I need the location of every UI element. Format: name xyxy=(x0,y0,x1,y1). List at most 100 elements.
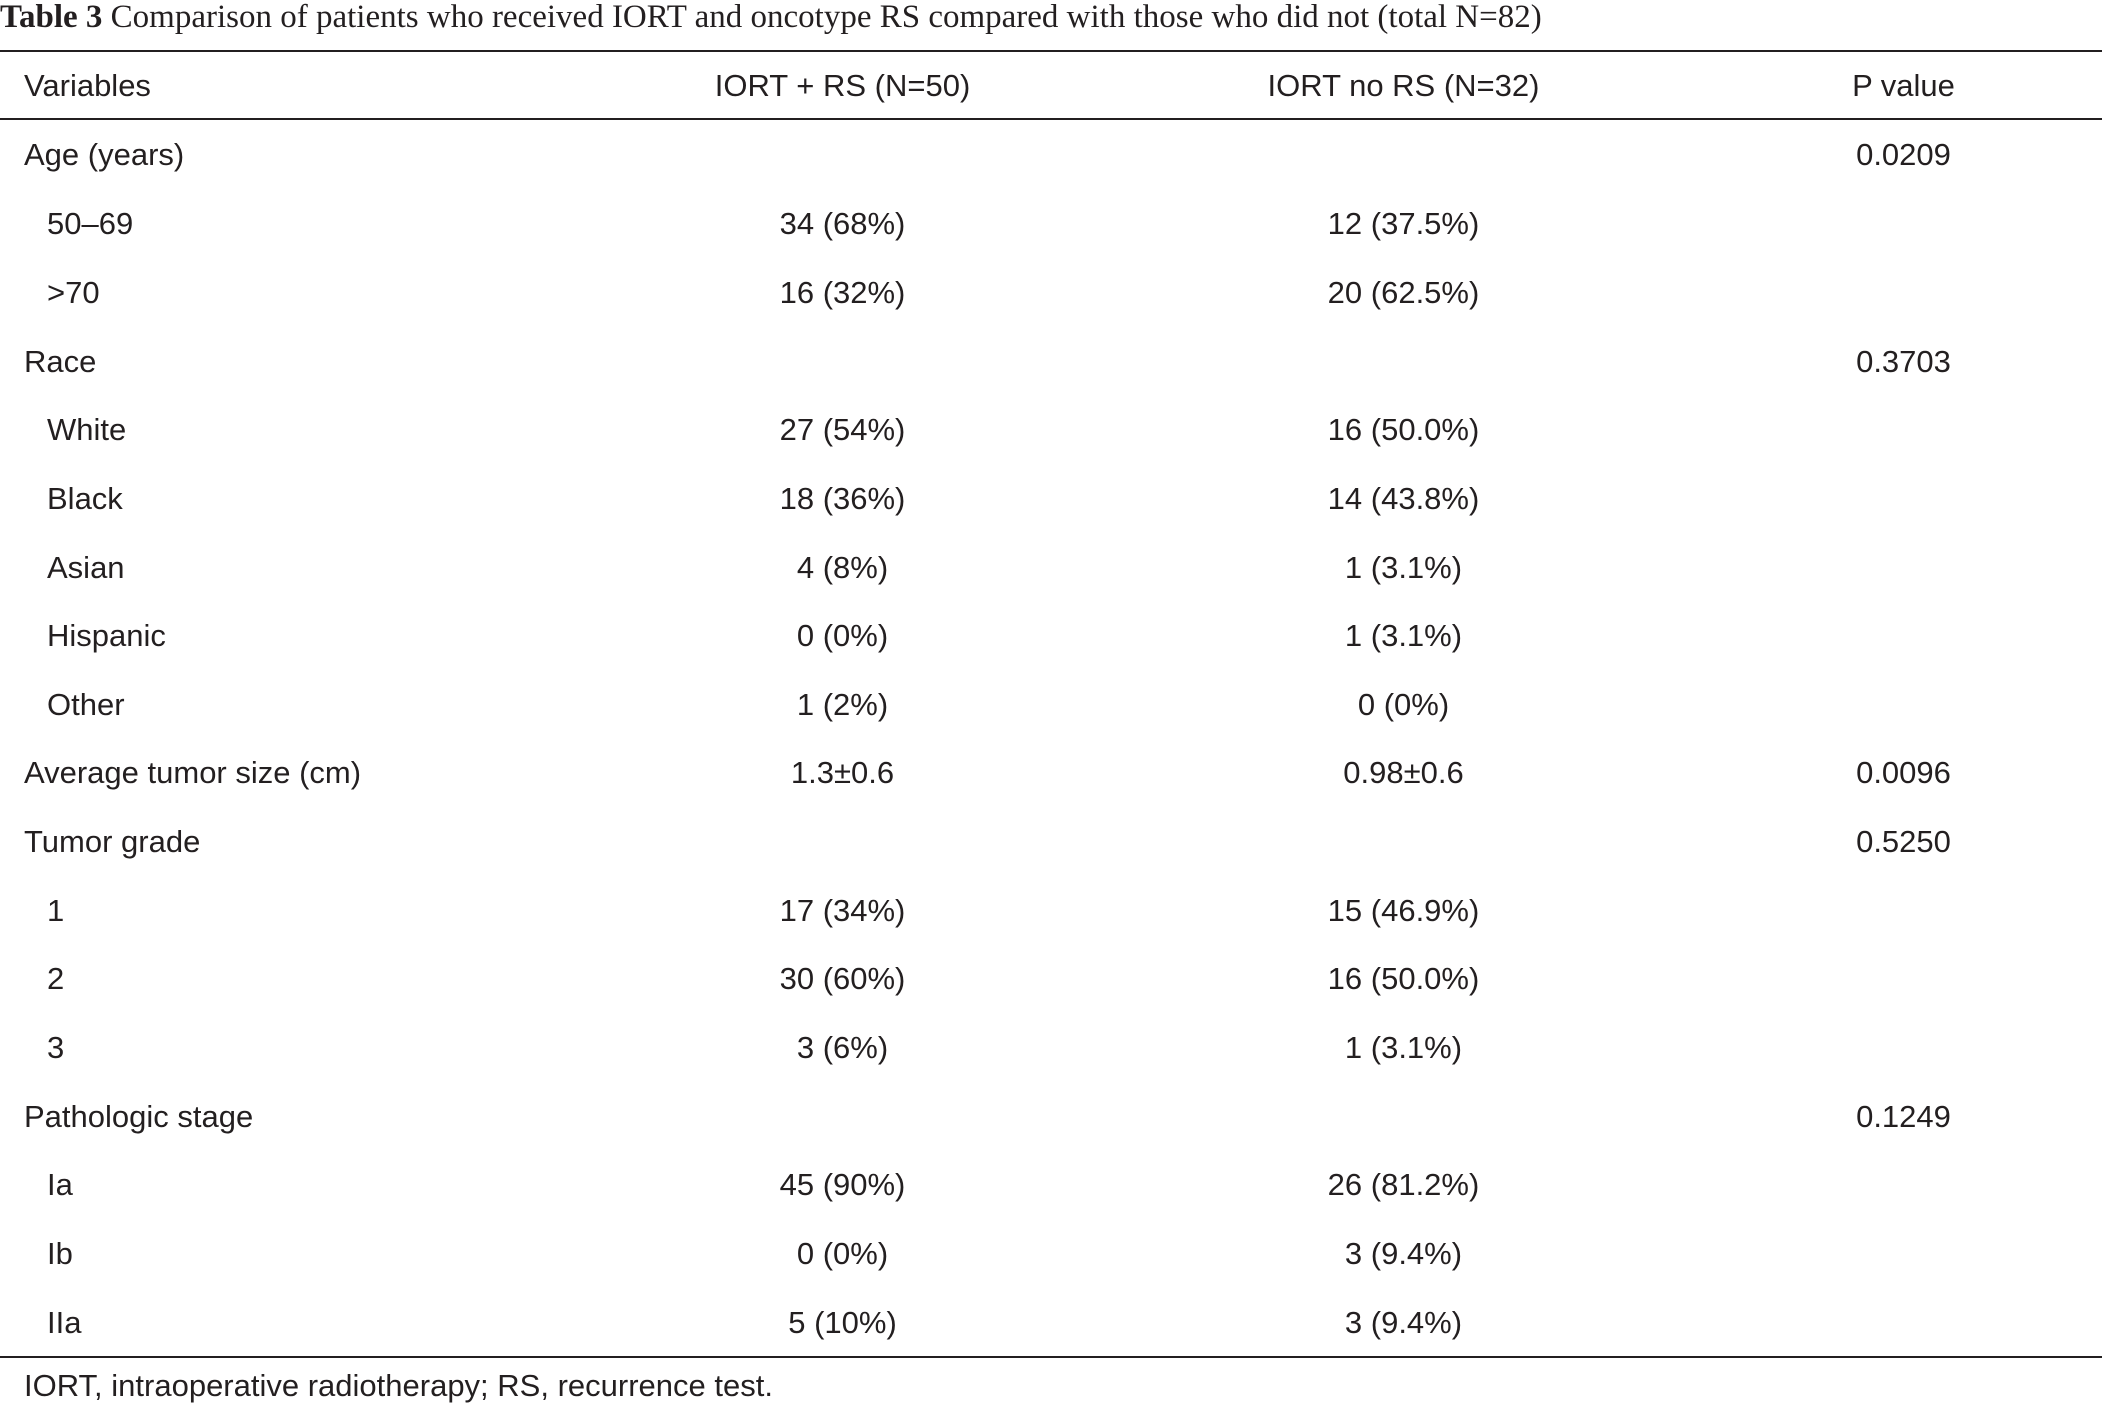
row-iort-no-rs: 1 (3.1%) xyxy=(1344,549,1463,585)
table-row: Race 0.3703 xyxy=(0,327,2102,396)
row-iort-no-rs: 1 (3.1%) xyxy=(1344,1030,1463,1065)
top-rule xyxy=(0,50,2102,52)
table-caption: Table 3 Comparison of patients who recei… xyxy=(0,0,2102,40)
row-variable: Asian xyxy=(47,549,125,585)
row-iort-rs xyxy=(645,808,1090,877)
row-variable: White xyxy=(47,412,127,448)
row-iort-rs: 0 (0%) xyxy=(796,1235,889,1271)
row-p-value xyxy=(1755,1288,2102,1357)
row-variable: 50–69 xyxy=(47,206,134,242)
row-iort-no-rs: 20 (62.5%) xyxy=(1327,274,1480,310)
row-iort-no-rs xyxy=(1090,808,1755,877)
row-iort-no-rs: 3 (9.4%) xyxy=(1344,1235,1463,1271)
row-iort-rs: 3 (6%) xyxy=(796,1030,889,1065)
row-p-value xyxy=(1755,465,2102,534)
row-iort-no-rs: 0 (0%) xyxy=(1357,686,1450,722)
table-header-row: Variables IORT + RS (N=50) IORT no RS (N… xyxy=(0,52,2102,120)
row-p-value xyxy=(1755,1014,2102,1083)
table-row: 50–69 34 (68%) 12 (37.5%) xyxy=(0,190,2102,259)
table-row: Other 1 (2%) 0 (0%) xyxy=(0,670,2102,739)
row-p-value xyxy=(1755,396,2102,465)
row-iort-rs: 34 (68%) xyxy=(779,206,906,242)
row-iort-rs: 4 (8%) xyxy=(796,549,889,585)
table-row: Ia 45 (90%) 26 (81.2%) xyxy=(0,1151,2102,1220)
row-variable: 2 xyxy=(47,961,65,997)
table-footnote: IORT, intraoperative radiotherapy; RS, r… xyxy=(24,1368,773,1403)
header-rule xyxy=(0,118,2102,120)
row-iort-no-rs: 12 (37.5%) xyxy=(1327,206,1480,242)
row-p-value xyxy=(1755,190,2102,259)
row-iort-no-rs: 16 (50.0%) xyxy=(1327,412,1480,448)
row-variable: 1 xyxy=(47,892,65,928)
table-row: 3 3 (6%) 1 (3.1%) xyxy=(0,1014,2102,1083)
row-p-value xyxy=(1755,533,2102,602)
row-p-value xyxy=(1755,1220,2102,1289)
table-label: Table 3 xyxy=(0,0,103,35)
table-row: Pathologic stage 0.1249 xyxy=(0,1082,2102,1151)
header-variables: Variables xyxy=(24,68,151,103)
row-p-value xyxy=(1755,670,2102,739)
row-iort-no-rs: 1 (3.1%) xyxy=(1344,618,1463,654)
row-iort-no-rs: 16 (50.0%) xyxy=(1327,961,1480,997)
table-row: Tumor grade 0.5250 xyxy=(0,808,2102,877)
row-iort-no-rs xyxy=(1090,1082,1755,1151)
row-p-value xyxy=(1755,259,2102,328)
row-variable: Average tumor size (cm) xyxy=(24,755,362,791)
row-variable: Tumor grade xyxy=(24,824,201,860)
row-variable: Black xyxy=(47,480,123,516)
header-p-value: P value xyxy=(1852,68,1955,103)
row-iort-no-rs: 15 (46.9%) xyxy=(1327,892,1480,928)
table-row: 1 17 (34%) 15 (46.9%) xyxy=(0,876,2102,945)
row-p-value xyxy=(1755,945,2102,1014)
table-row: Black 18 (36%) 14 (43.8%) xyxy=(0,465,2102,534)
row-p-value xyxy=(1755,602,2102,671)
bottom-rule xyxy=(0,1356,2102,1358)
row-iort-rs xyxy=(645,120,1090,190)
row-variable: Age (years) xyxy=(24,137,185,172)
row-iort-rs: 5 (10%) xyxy=(788,1304,897,1340)
row-iort-rs: 1 (2%) xyxy=(796,686,889,722)
row-p-value: 0.5250 xyxy=(1856,824,1951,860)
row-variable: Ib xyxy=(47,1235,73,1271)
row-variable: >70 xyxy=(47,274,100,310)
row-p-value: 0.3703 xyxy=(1856,343,1951,379)
table-row: Ib 0 (0%) 3 (9.4%) xyxy=(0,1220,2102,1289)
row-iort-rs xyxy=(645,327,1090,396)
row-iort-no-rs xyxy=(1090,327,1755,396)
table-row: Asian 4 (8%) 1 (3.1%) xyxy=(0,533,2102,602)
row-iort-rs xyxy=(645,1082,1090,1151)
row-variable: Ia xyxy=(47,1167,73,1203)
table-row: White 27 (54%) 16 (50.0%) xyxy=(0,396,2102,465)
row-variable: 3 xyxy=(47,1030,65,1065)
row-iort-rs: 1.3±0.6 xyxy=(790,755,895,791)
row-iort-rs: 27 (54%) xyxy=(779,412,906,448)
row-iort-no-rs: 0.98±0.6 xyxy=(1343,755,1464,791)
table-row: Age (years) 0.0209 xyxy=(0,120,2102,190)
row-iort-no-rs: 26 (81.2%) xyxy=(1327,1167,1480,1203)
table-row: Average tumor size (cm) 1.3±0.6 0.98±0.6… xyxy=(0,739,2102,808)
row-variable: Pathologic stage xyxy=(24,1098,254,1134)
row-p-value: 0.0096 xyxy=(1856,755,1951,791)
comparison-table: Variables IORT + RS (N=50) IORT no RS (N… xyxy=(0,52,2102,1357)
table-row: >70 16 (32%) 20 (62.5%) xyxy=(0,259,2102,328)
row-iort-no-rs: 14 (43.8%) xyxy=(1327,480,1480,516)
row-iort-rs: 16 (32%) xyxy=(779,274,906,310)
row-iort-rs: 0 (0%) xyxy=(796,618,889,654)
header-iort-no-rs: IORT no RS (N=32) xyxy=(1267,68,1540,103)
row-iort-rs: 45 (90%) xyxy=(779,1167,906,1203)
header-iort-rs: IORT + RS (N=50) xyxy=(714,68,971,103)
table-caption-text: Comparison of patients who received IORT… xyxy=(110,0,1542,35)
row-p-value xyxy=(1755,1151,2102,1220)
row-iort-no-rs xyxy=(1090,120,1755,190)
row-variable: IIa xyxy=(47,1304,82,1340)
table-row: IIa 5 (10%) 3 (9.4%) xyxy=(0,1288,2102,1357)
row-iort-no-rs: 3 (9.4%) xyxy=(1344,1304,1463,1340)
row-p-value: 0.0209 xyxy=(1856,137,1951,172)
row-variable: Race xyxy=(24,343,97,379)
row-iort-rs: 18 (36%) xyxy=(779,480,906,516)
row-p-value: 0.1249 xyxy=(1856,1098,1951,1134)
row-iort-rs: 17 (34%) xyxy=(779,892,906,928)
row-iort-rs: 30 (60%) xyxy=(779,961,906,997)
table-row: 2 30 (60%) 16 (50.0%) xyxy=(0,945,2102,1014)
row-p-value xyxy=(1755,876,2102,945)
